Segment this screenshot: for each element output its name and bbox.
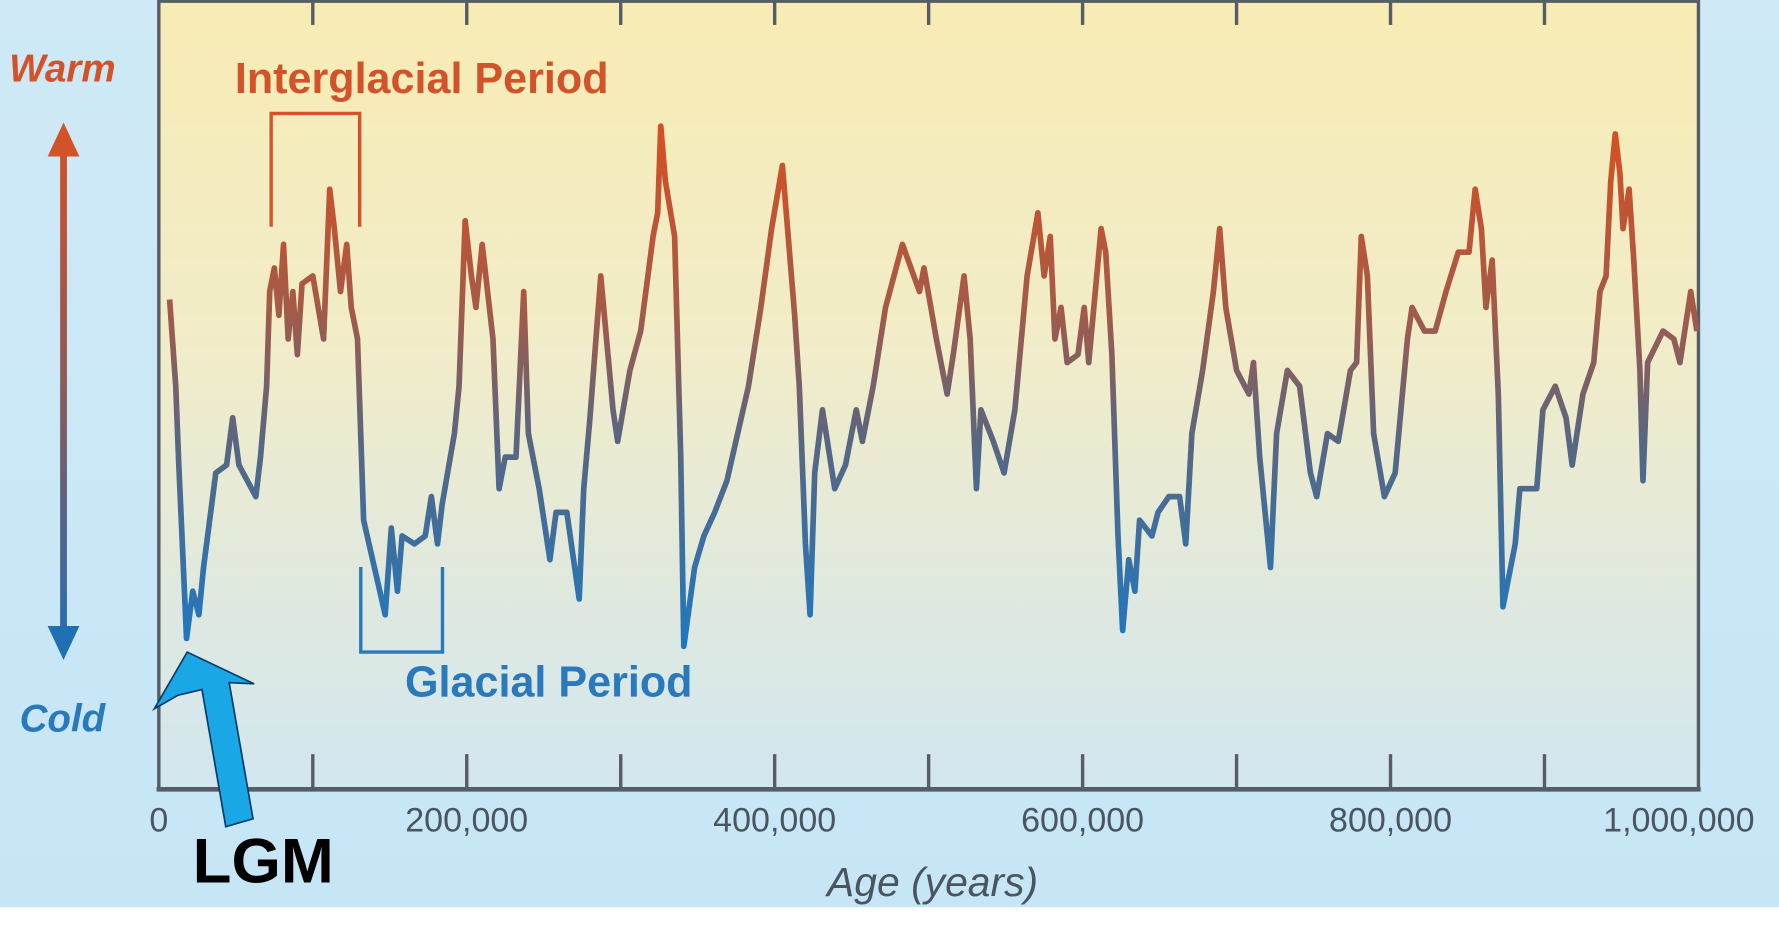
- warm-cold-arrow-icon: [47, 122, 80, 661]
- x-tick-label: 600,000: [1021, 801, 1144, 839]
- glacial-bracket: [359, 567, 445, 654]
- temperature-line: [166, 123, 1700, 650]
- lgm-arrow-icon: [151, 650, 255, 828]
- lgm-label: LGM: [193, 825, 334, 896]
- x-tick-label: 800,000: [1329, 801, 1452, 839]
- y-label-warm: Warm: [9, 48, 115, 91]
- plot-area: [158, 0, 1699, 789]
- x-tick-label: 200,000: [405, 801, 528, 839]
- x-tick-label: 1,000,000: [1603, 801, 1754, 839]
- x-tick-label: 0: [149, 801, 168, 839]
- x-tick-labels: 0 200,000 400,000 600,000 800,000 1,000,000: [149, 801, 1754, 839]
- glacial-label: Glacial Period: [405, 658, 692, 706]
- y-label-cold: Cold: [20, 697, 107, 740]
- x-axis-title: Age (years): [824, 859, 1038, 905]
- interglacial-bracket: [269, 111, 362, 227]
- x-tick-label: 400,000: [713, 801, 836, 839]
- x-ticks: [311, 0, 1547, 789]
- interglacial-label: Interglacial Period: [235, 55, 609, 103]
